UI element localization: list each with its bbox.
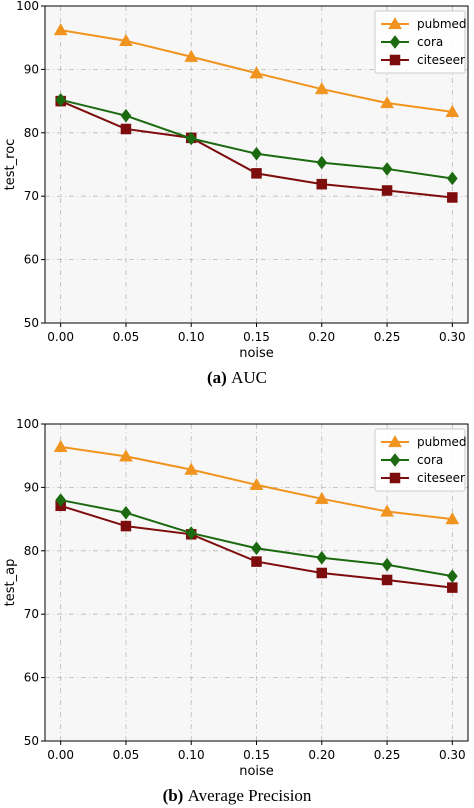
chart-a-ytick-label: 70 [24,189,39,203]
chart-a-point-pubmed [119,33,133,46]
chart-b-point-cora [185,526,197,540]
chart-b-ytick-label: 70 [24,607,39,621]
chart-b-point-pubmed [445,512,460,525]
chart-b-point-pubmed [314,491,329,504]
chart-a-legend-marker-cora [389,35,401,49]
chart-b-legend-marker-citeseer [389,472,401,484]
chart-b-ytick-label: 90 [24,480,39,494]
chart-a-point-pubmed [314,82,329,95]
chart-b-xtick-label: 0.25 [374,748,401,762]
chart-a-point-cora [446,171,458,186]
chart-b-xlabel: noise [239,764,274,779]
chart-b-xtick-label: 0.10 [178,748,205,762]
chart-a-point-citeseer [120,123,132,135]
chart-a-xlabel: noise [239,346,274,361]
chart-a-ytick-label: 60 [24,253,39,267]
chart-a-legend-marker-pubmed [388,16,402,30]
chart-a-xtick-label: 0.00 [47,330,74,344]
chart-b-caption: (b) Average Precision [163,786,312,805]
chart-a-point-pubmed [53,23,68,36]
chart-b-xtick-label: 0.05 [113,748,140,762]
chart-b-point-citeseer [316,567,328,579]
chart-b-ytick-label: 60 [24,671,39,685]
chart-a-legend-marker-citeseer [389,54,401,66]
chart-a-legend-label-citeseer: citeseer [417,53,465,67]
chart-b-legend-label-pubmed: pubmed [417,435,467,449]
chart-b-legend-marker-pubmed [388,434,402,448]
chart-a-legend-label-pubmed: pubmed [417,17,467,31]
chart-a-point-cora [381,162,393,176]
chart-a-caption: (a) AUC [207,368,267,387]
chart-b-point-citeseer [120,520,132,532]
chart-b-point-pubmed [380,504,394,517]
chart-b-caption-tag: (b) [163,786,188,805]
chart-a-point-cora [120,108,132,123]
chart-b-legend-marker-cora [389,453,401,467]
chart-a-xtick-label: 0.25 [374,330,401,344]
chart-b-ytick-label: 80 [24,544,39,558]
chart-b-xtick-label: 0.20 [308,748,335,762]
chart-a-point-cora [251,146,262,161]
chart-b-point-cora [251,541,262,556]
chart-a-ytick-label: 100 [16,0,39,13]
chart-a-xtick-label: 0.15 [243,330,270,344]
chart-a-ytick-label: 90 [24,62,39,76]
chart-a-ytick-label: 50 [24,316,39,330]
chart-a-caption-tag: (a) [207,368,231,387]
chart-b-xtick-label: 0.00 [47,748,74,762]
chart-a-series-cora [55,92,458,186]
chart-b-ytick-label: 50 [24,734,39,748]
chart-b-point-cora [381,557,393,572]
chart-b: 50 60 70 80 90 100 0.00 0.05 0.10 0.15 0.20 0.25 0.3… [3,417,469,805]
chart-a-point-citeseer [447,192,458,203]
chart-a-point-cora [55,92,67,107]
chart-b-xtick-label: 0.30 [439,748,466,762]
chart-a-xtick-label: 0.10 [178,330,205,344]
chart-a-point-citeseer [251,168,262,179]
chart-a-xtick-label: 0.05 [113,330,140,344]
chart-a-ylabel: test_roc [3,139,18,191]
chart-a-point-pubmed [380,95,394,109]
chart-b-point-citeseer [381,574,393,586]
chart-b-point-pubmed [249,477,264,490]
chart-b-xtick-label: 0.15 [243,748,270,762]
chart-b-point-cora [446,569,458,584]
chart-a-ytick-label: 80 [24,126,39,140]
chart-b-point-cora [120,505,132,520]
chart-b-ylabel: test_ap [3,559,18,607]
chart-a-point-citeseer [316,178,328,190]
chart-b-ytick-label: 100 [16,417,39,431]
chart-b-legend-label-citeseer: citeseer [417,471,465,485]
chart-a-series-pubmed [53,23,460,118]
chart-a-xtick-label: 0.30 [439,330,466,344]
chart-b-series-cora [55,493,458,584]
chart-a-point-pubmed [184,49,199,62]
chart-b-point-citeseer [251,556,262,567]
chart-b-point-citeseer [447,582,458,593]
chart-a-legend-label-cora: cora [417,35,443,49]
chart-b-point-pubmed [119,449,133,462]
chart-b-point-pubmed [53,439,68,452]
chart-a-point-cora [185,131,197,146]
chart-b-point-pubmed [184,462,199,475]
chart-b-caption-text: Average Precision [188,786,312,805]
chart-b-legend: pubmed cora citeseer [374,428,467,492]
chart-b-series-pubmed [53,439,460,525]
chart-b-point-cora [316,550,328,565]
chart-a-point-pubmed [445,104,460,118]
chart-a-point-pubmed [249,66,264,79]
chart-a: 50 60 70 80 90 100 0.00 0.05 0.10 0.15 0.20 0.25 0.3… [3,0,469,387]
chart-b-point-cora [55,493,67,507]
chart-a-caption-text: AUC [231,368,267,387]
chart-a-point-cora [316,155,328,170]
chart-a-xtick-label: 0.20 [308,330,335,344]
chart-b-legend-label-cora: cora [417,453,443,467]
chart-a-legend: pubmed cora citeseer [374,10,467,74]
chart-a-point-citeseer [381,185,393,196]
